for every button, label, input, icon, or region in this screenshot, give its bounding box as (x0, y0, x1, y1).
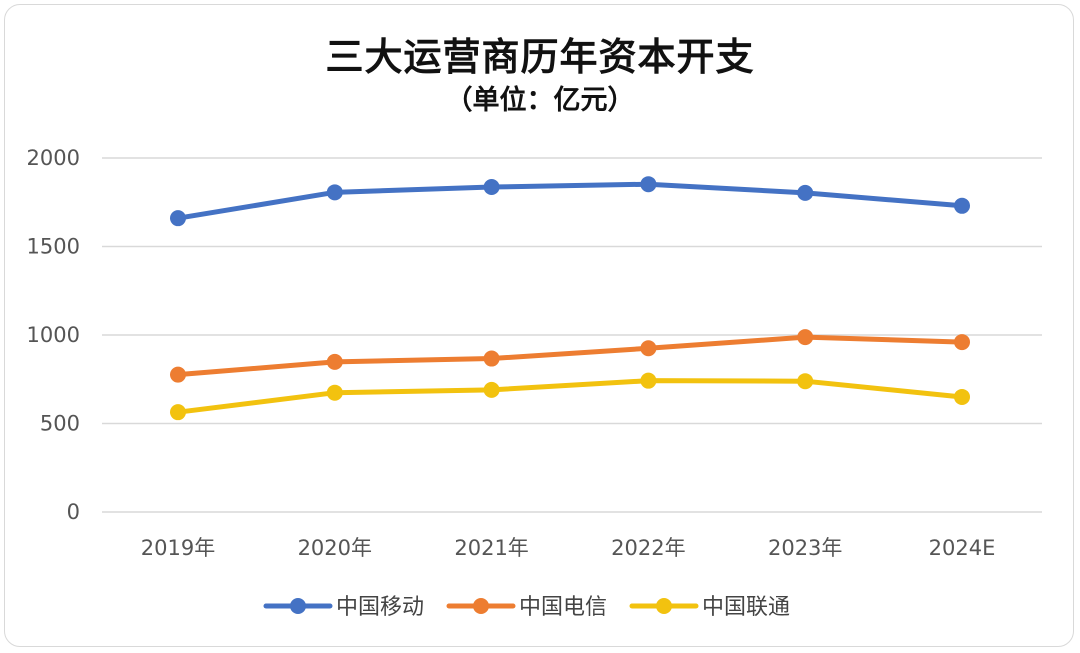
x-tick-label: 2019年 (141, 536, 215, 560)
data-point (170, 366, 186, 383)
data-point (483, 350, 500, 367)
data-point (954, 334, 970, 351)
x-tick-label: 2021年 (454, 536, 528, 560)
data-point (797, 373, 814, 390)
series-lines (170, 176, 970, 421)
series-line (175, 181, 965, 221)
x-tick-label: 2024E (929, 536, 996, 560)
data-point (326, 184, 343, 201)
data-point (797, 184, 814, 201)
series-1 (170, 176, 970, 227)
data-point (640, 176, 657, 193)
legend-label: 中国移动 (336, 595, 424, 620)
y-tick-label: 1000 (27, 323, 80, 347)
data-point (640, 372, 657, 389)
series-2 (170, 329, 970, 383)
chart-frame (4, 4, 1074, 647)
legend-item: 中国联通 (629, 595, 790, 620)
series-line (175, 334, 965, 378)
x-tick-label: 2023年 (768, 536, 842, 560)
series-line (175, 378, 965, 415)
y-tick-label: 0 (67, 500, 80, 524)
data-point (170, 404, 186, 421)
data-point (326, 353, 343, 370)
chart-title: 三大运营商历年资本开支 (325, 35, 755, 79)
data-point (797, 329, 814, 346)
x-axis-ticks: 2019年 2020年 2021年 2022年 2023年 2024E (141, 536, 996, 560)
chart-subtitle: （单位：亿元） (445, 85, 635, 116)
data-point (954, 197, 970, 214)
data-point (483, 179, 500, 196)
legend-marker (473, 598, 489, 614)
legend-label: 中国联通 (702, 595, 790, 620)
legend: 中国移动 中国电信 中国联通 (263, 595, 790, 620)
legend-item: 中国电信 (446, 595, 607, 620)
data-point (483, 381, 500, 398)
series-3 (170, 372, 970, 421)
data-point (170, 210, 186, 227)
y-axis-ticks: 0 500 1000 1500 2000 (27, 146, 80, 524)
data-point (954, 388, 970, 405)
data-point (326, 384, 343, 401)
legend-item: 中国移动 (263, 595, 424, 620)
data-point (640, 340, 657, 357)
x-tick-label: 2020年 (298, 536, 372, 560)
y-tick-label: 1500 (27, 235, 80, 259)
y-tick-label: 2000 (27, 146, 80, 170)
legend-label: 中国电信 (519, 595, 607, 620)
y-tick-label: 500 (40, 412, 80, 436)
legend-marker (656, 598, 672, 614)
legend-marker (290, 598, 306, 614)
gridlines (102, 157, 1042, 513)
x-tick-label: 2022年 (611, 536, 685, 560)
